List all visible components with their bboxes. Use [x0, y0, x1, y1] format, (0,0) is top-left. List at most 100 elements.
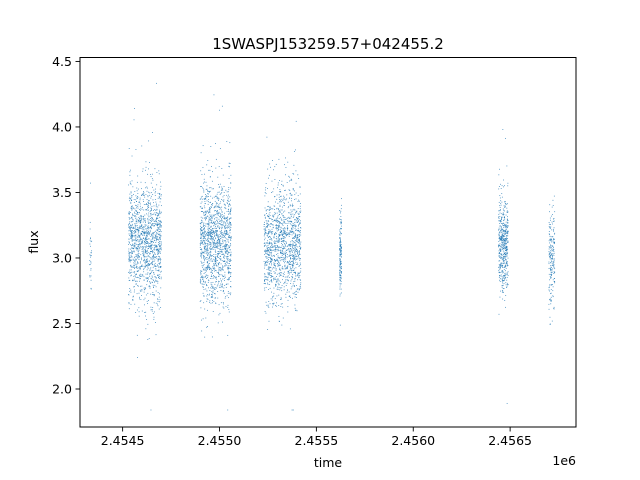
data-point — [268, 247, 269, 249]
data-point — [506, 251, 508, 253]
data-point — [292, 258, 293, 260]
data-point — [224, 226, 226, 228]
data-point — [203, 263, 205, 265]
data-point — [499, 231, 501, 233]
data-point — [505, 221, 507, 223]
data-point — [155, 236, 157, 238]
data-point — [298, 265, 300, 267]
data-point — [340, 248, 342, 250]
data-point — [147, 252, 149, 253]
data-point — [223, 290, 224, 292]
data-point — [147, 272, 149, 274]
data-point — [228, 165, 230, 167]
data-point — [506, 282, 508, 284]
data-point — [502, 239, 504, 241]
data-point — [212, 242, 214, 244]
data-point — [130, 238, 132, 239]
data-point — [157, 248, 158, 250]
data-point — [340, 261, 342, 263]
data-point — [159, 209, 161, 211]
data-point — [285, 268, 287, 269]
data-point — [223, 215, 224, 217]
data-point — [553, 230, 554, 232]
data-point — [222, 286, 223, 288]
data-point — [151, 262, 153, 264]
data-point — [146, 238, 148, 240]
data-point — [146, 224, 148, 226]
data-point — [291, 254, 293, 256]
data-point — [207, 247, 209, 249]
data-point — [210, 297, 212, 298]
data-point — [159, 211, 160, 213]
data-point — [282, 279, 283, 281]
data-point — [154, 240, 156, 242]
data-point — [293, 244, 294, 246]
data-point — [288, 189, 290, 191]
data-point — [156, 248, 158, 250]
data-point — [152, 270, 154, 272]
data-point — [274, 298, 276, 300]
data-point — [219, 255, 221, 257]
data-point — [130, 265, 131, 267]
data-point — [146, 281, 148, 282]
data-point — [267, 215, 269, 217]
data-point — [289, 233, 291, 235]
data-point — [202, 241, 203, 243]
data-point — [299, 279, 301, 281]
data-point — [131, 256, 132, 258]
data-point — [548, 268, 550, 269]
data-point — [158, 204, 160, 206]
data-point — [146, 259, 148, 261]
data-point — [136, 225, 138, 226]
data-point — [228, 223, 230, 225]
data-point — [293, 257, 295, 259]
data-point — [499, 205, 501, 207]
data-point — [211, 295, 213, 297]
data-point — [153, 205, 155, 207]
data-point — [501, 276, 503, 277]
data-point — [159, 299, 161, 301]
data-point — [340, 268, 342, 270]
data-point — [154, 231, 155, 233]
data-point — [157, 259, 159, 261]
data-point — [152, 233, 154, 235]
data-point — [294, 219, 296, 221]
data-point — [275, 241, 277, 243]
data-point — [206, 300, 208, 302]
data-point — [130, 259, 132, 261]
data-point — [340, 278, 342, 279]
data-point — [156, 264, 158, 266]
data-point — [155, 224, 157, 226]
data-point — [266, 251, 268, 253]
data-point — [284, 222, 286, 224]
data-point — [228, 209, 229, 211]
data-point — [268, 289, 270, 290]
data-point — [553, 262, 555, 264]
data-point — [143, 271, 145, 273]
data-point — [295, 226, 296, 228]
data-point — [90, 182, 91, 184]
data-point — [500, 244, 502, 246]
data-point — [268, 217, 270, 219]
data-point — [266, 256, 268, 258]
data-point — [502, 277, 504, 279]
data-point — [145, 227, 147, 229]
data-point — [289, 254, 291, 256]
data-point — [293, 225, 295, 227]
data-point — [272, 214, 274, 216]
data-point — [297, 195, 299, 197]
data-point — [215, 235, 217, 237]
data-point — [549, 284, 551, 286]
data-point — [128, 223, 130, 225]
data-point — [340, 212, 341, 214]
data-point — [135, 228, 137, 230]
data-point — [213, 231, 214, 233]
data-point — [210, 241, 211, 243]
data-point — [135, 263, 137, 265]
data-point — [266, 249, 268, 251]
data-point — [230, 260, 231, 262]
data-point — [339, 270, 341, 271]
data-point — [203, 188, 205, 190]
data-point — [300, 268, 302, 269]
data-point — [299, 211, 301, 213]
